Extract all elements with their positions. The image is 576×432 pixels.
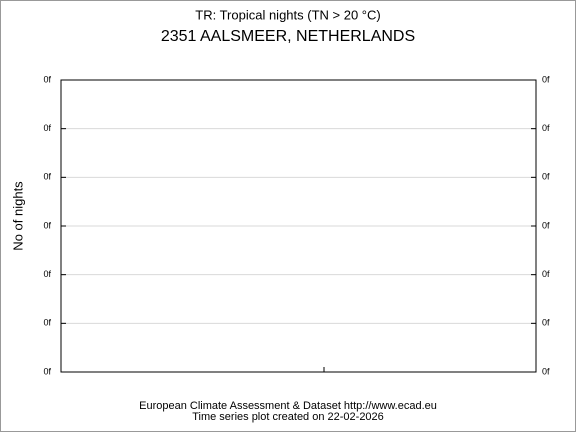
y2-tick-label: 0f (542, 123, 550, 133)
y2-tick-label: 0f (542, 74, 550, 84)
y-tick-label: 0f (43, 318, 51, 328)
footer: Time series plot created on 22-02-2026 (192, 411, 384, 423)
y-tick-label: 0f (43, 172, 51, 182)
y-tick-label: 0f (43, 366, 51, 376)
y2-tick-label: 0f (542, 220, 550, 230)
y2-tick-label: 0f (542, 318, 550, 328)
y-tick-label: 0f (43, 269, 51, 279)
y2-tick-label: 0f (542, 269, 550, 279)
y-tick-label: 0f (43, 123, 51, 133)
chart-subtitle: 2351 AALSMEER, NETHERLANDS (161, 28, 415, 45)
y-tick-label: 0f (43, 74, 51, 84)
y2-tick-label: 0f (542, 172, 550, 182)
footer: European Climate Assessment & Dataset ht… (139, 400, 437, 412)
y-axis-label: No of nights (10, 181, 25, 251)
y-tick-label: 0f (43, 220, 51, 230)
chart-title: TR: Tropical nights (TN > 20 °C) (195, 7, 380, 22)
y2-tick-label: 0f (542, 366, 550, 376)
